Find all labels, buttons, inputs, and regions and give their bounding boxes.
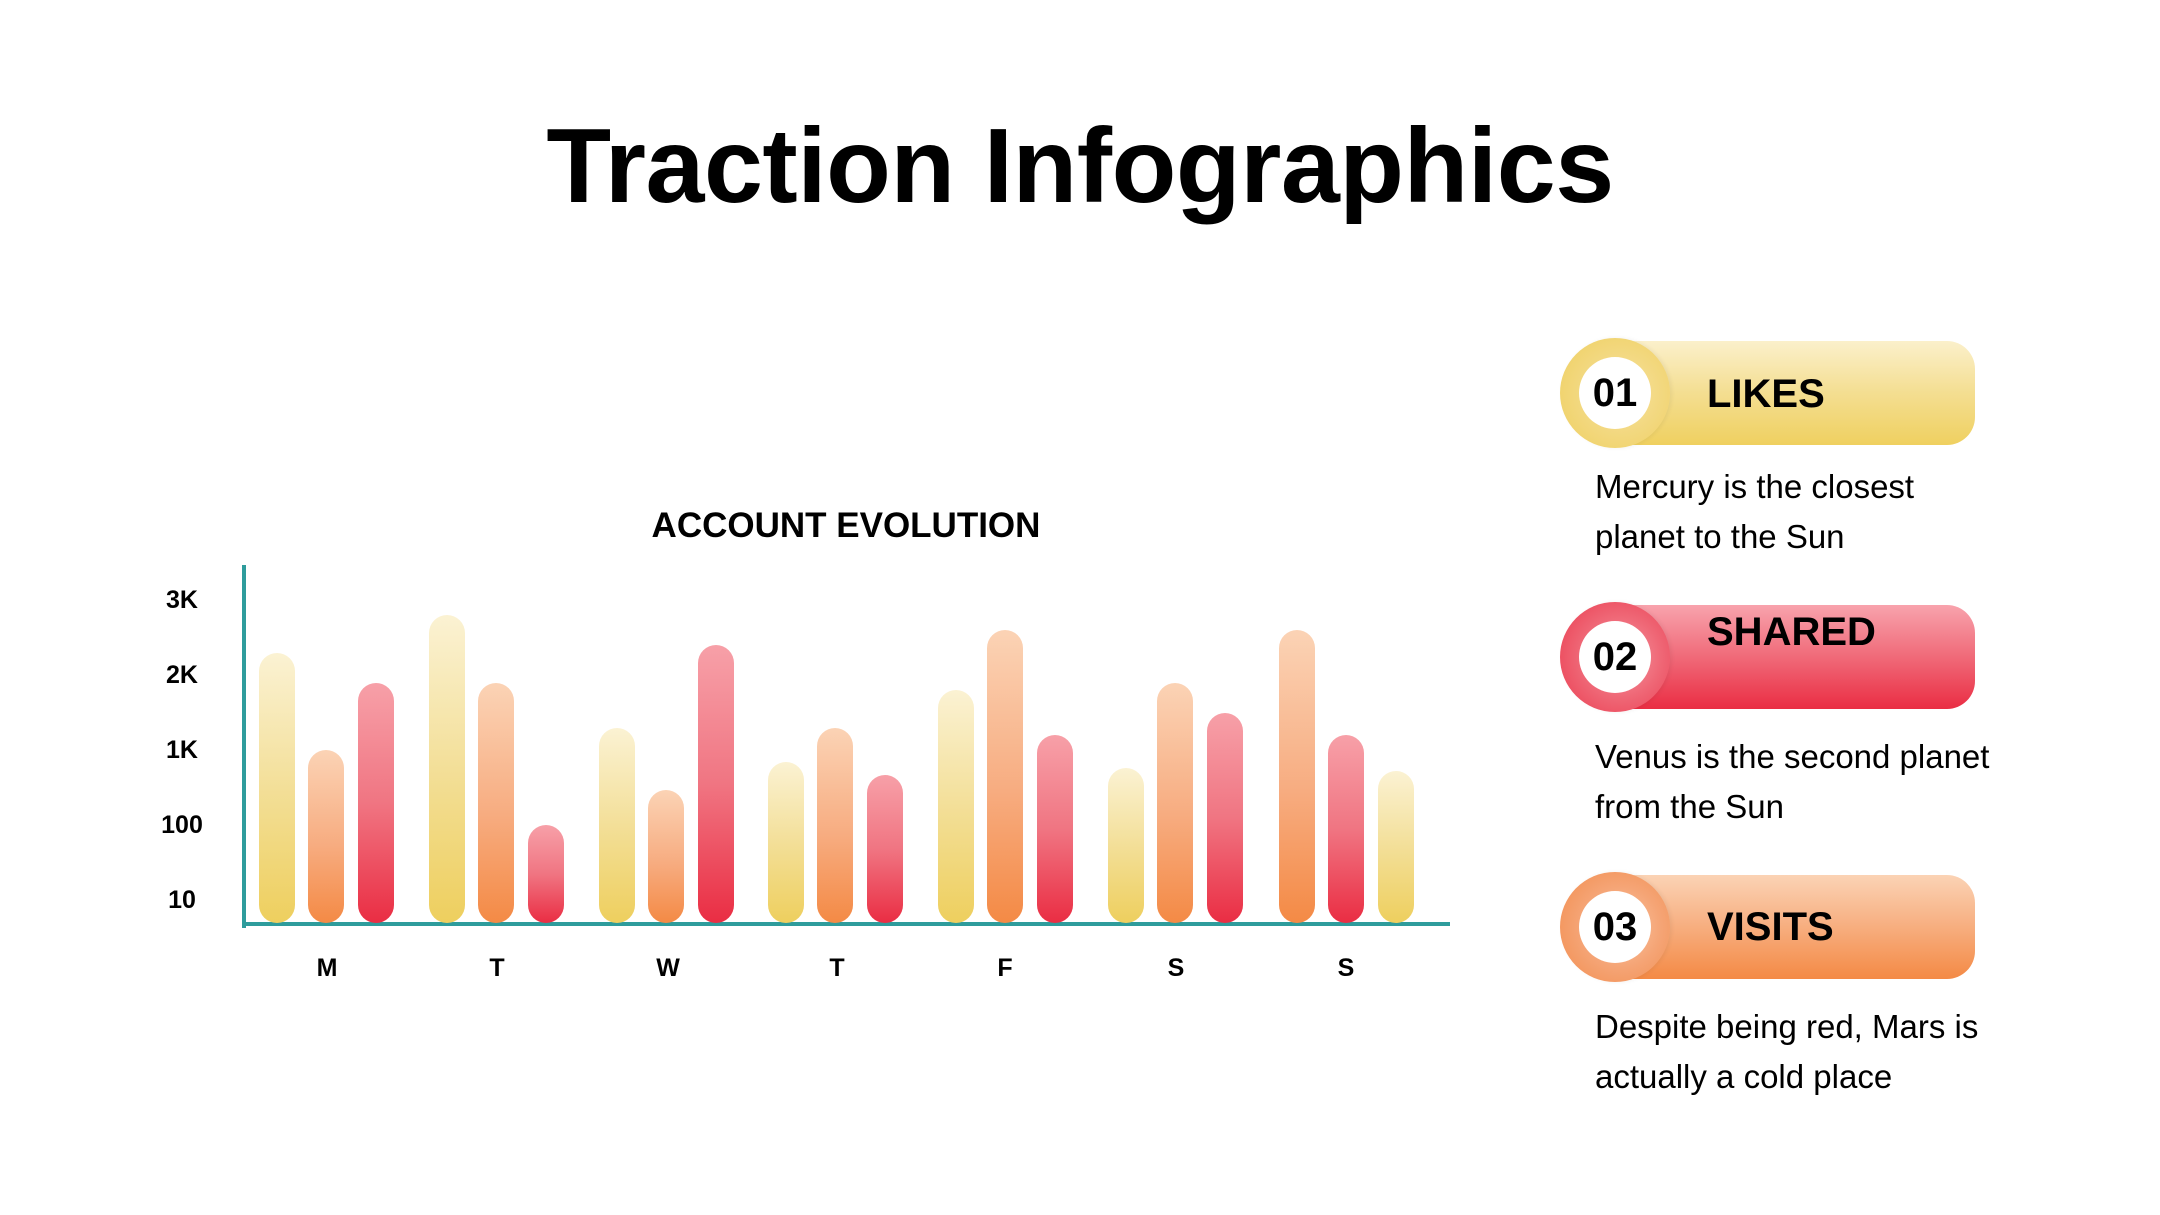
- number-badge: 01: [1560, 338, 1670, 448]
- legend-description: Mercury is the closest planet to the Sun: [1595, 468, 1915, 555]
- y-axis-line: [242, 565, 246, 928]
- bar-likes: [259, 652, 295, 923]
- badge-number: 02: [1579, 621, 1651, 693]
- bar-shared: [697, 645, 734, 923]
- legend-item-visits: 03 VISITS: [1560, 872, 1975, 982]
- legend-description: Despite being red, Mars is actually a co…: [1595, 1008, 1979, 1095]
- bar-likes: [938, 690, 974, 923]
- bar-shared: [1328, 735, 1365, 923]
- y-tick-label: 2K: [166, 661, 198, 689]
- bar-likes: [429, 615, 465, 923]
- badge-number: 03: [1579, 891, 1651, 963]
- bar-visits: [987, 630, 1024, 923]
- bar-likes: [599, 727, 635, 923]
- legend-label: LIKES: [1707, 372, 1825, 416]
- y-tick-label: 3K: [166, 586, 198, 614]
- bar-likes: [1108, 768, 1144, 923]
- number-badge: 03: [1560, 872, 1670, 982]
- legend-description: Venus is the second planet from the Sun: [1595, 738, 1990, 825]
- bar-visits: [308, 750, 345, 923]
- bar-visits: [648, 790, 685, 923]
- y-tick-label: 100: [161, 811, 203, 839]
- bar-visits: [817, 727, 854, 923]
- y-tick-label: 10: [168, 886, 196, 914]
- x-tick-label: S: [1337, 954, 1355, 982]
- badge-number: 01: [1579, 357, 1651, 429]
- number-badge: 02: [1560, 602, 1670, 712]
- bar-shared: [357, 682, 394, 923]
- bar-visits: [1279, 630, 1315, 923]
- legend-item-likes: 01 LIKES: [1560, 338, 1975, 448]
- x-tick-label: T: [829, 954, 845, 982]
- bar-shared: [1036, 735, 1073, 923]
- legend-label: VISITS: [1707, 905, 1834, 949]
- y-tick-label: 1K: [166, 736, 198, 764]
- legend-label: SHARED: [1707, 610, 1876, 654]
- x-tick-label: S: [1167, 954, 1185, 982]
- x-tick-label: T: [489, 954, 505, 982]
- x-tick-label: F: [997, 954, 1013, 982]
- bar-shared: [1206, 712, 1243, 923]
- bar-visits: [1157, 682, 1194, 923]
- x-axis-line: [242, 922, 1450, 926]
- bar-likes: [1377, 770, 1414, 923]
- chart-title: ACCOUNT EVOLUTION: [651, 506, 1041, 545]
- legend-item-shared: 02 SHARED: [1560, 602, 1975, 712]
- x-tick-label: M: [316, 954, 338, 982]
- page-title: Traction Infographics: [546, 107, 1614, 225]
- bar-likes: [768, 761, 804, 923]
- x-tick-label: W: [656, 954, 680, 982]
- bar-visits: [478, 682, 515, 923]
- bar-shared: [527, 825, 564, 923]
- bar-shared: [866, 775, 903, 923]
